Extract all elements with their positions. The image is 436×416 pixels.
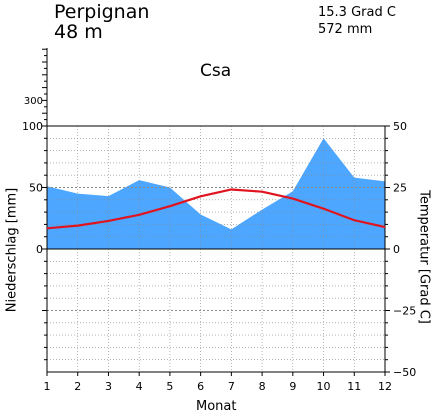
month-tick-label: 8 — [259, 380, 266, 393]
left-tick-label: 50 — [29, 182, 43, 195]
month-tick-label: 11 — [347, 380, 361, 393]
precipitation-axis-label: Niederschlag [mm] — [4, 187, 20, 313]
climate-classification: Csa — [200, 61, 232, 81]
mean-temperature: 15.3 Grad C — [318, 5, 396, 20]
month-tick-label: 2 — [74, 380, 81, 393]
temperature-line-layer — [46, 188, 386, 230]
right-tick-label: −25 — [393, 305, 416, 318]
month-tick-label: 4 — [136, 380, 143, 393]
station-name: Perpignan — [54, 1, 150, 23]
month-tick-label: 6 — [197, 380, 204, 393]
right-tick-label: 0 — [393, 243, 400, 256]
left-tick-label: 100 — [22, 120, 43, 133]
month-tick-label: 10 — [317, 380, 331, 393]
temperature-axis-label: Temperatur [Grad C] — [416, 190, 432, 324]
month-tick-label: 5 — [166, 380, 173, 393]
right-tick-label: −50 — [393, 366, 416, 379]
left-tick-label: 300 — [24, 96, 43, 107]
axes-layer — [42, 48, 390, 376]
month-tick-label: 9 — [289, 380, 296, 393]
month-tick-label: 7 — [228, 380, 235, 393]
month-tick-label: 12 — [378, 380, 392, 393]
right-tick-label: 50 — [393, 120, 407, 133]
month-tick-label: 3 — [105, 380, 112, 393]
precipitation-area — [47, 138, 385, 249]
left-tick-label: 0 — [36, 243, 43, 256]
temperature-line — [46, 188, 386, 230]
month-tick-label: 1 — [44, 380, 51, 393]
x-axis-label: Monat — [196, 399, 237, 414]
annual-precipitation: 572 mm — [318, 22, 373, 37]
right-tick-label: 25 — [393, 182, 407, 195]
station-elevation: 48 m — [54, 21, 103, 43]
